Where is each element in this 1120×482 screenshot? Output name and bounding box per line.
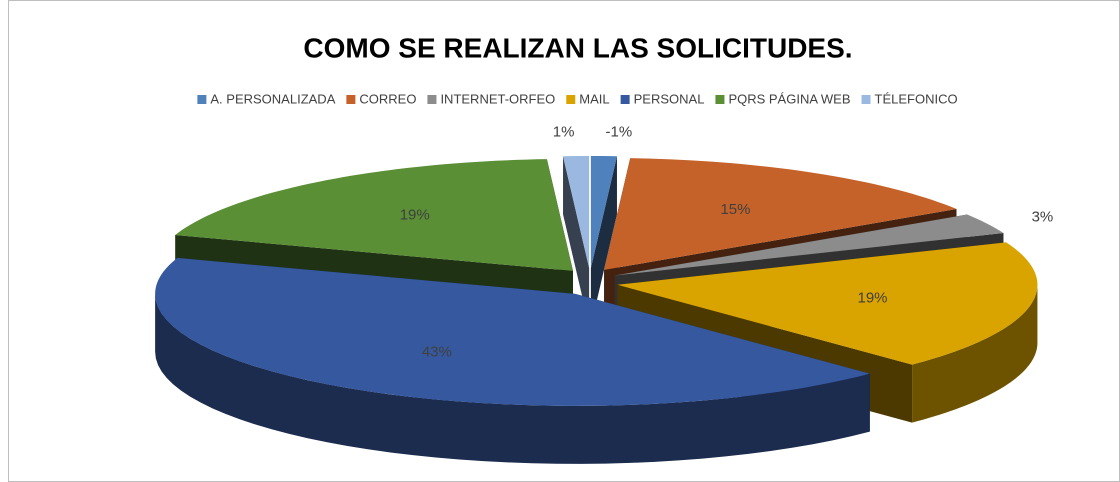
legend-swatch — [197, 95, 207, 104]
data-label: 15% — [720, 201, 750, 218]
data-label: 1% — [553, 124, 575, 141]
legend-label: TÉLEFONICO — [875, 91, 958, 106]
data-label: 43% — [422, 344, 452, 361]
slice-side — [155, 293, 870, 464]
slice-side — [912, 284, 1038, 423]
slice-wall — [563, 156, 590, 327]
slice — [590, 156, 617, 327]
slice — [155, 257, 870, 464]
legend-swatch — [715, 95, 725, 104]
slice-top — [604, 158, 957, 270]
legend-swatch — [346, 95, 356, 104]
slice-top — [155, 257, 870, 406]
data-label: 19% — [400, 207, 430, 224]
slice-top — [590, 156, 617, 269]
legend-swatch — [566, 95, 576, 104]
slice-top — [563, 156, 590, 269]
legend-label: A. PERSONALIZADA — [210, 91, 335, 106]
legend-swatch — [427, 95, 437, 104]
legend-swatch — [620, 95, 630, 104]
data-label: -1% — [606, 124, 633, 141]
legend-label: MAIL — [579, 91, 609, 106]
chart-title: COMO SE REALIZAN LAS SOLICITUDES. — [303, 32, 852, 63]
data-label: 19% — [858, 290, 888, 307]
legend-swatch — [861, 95, 871, 104]
legend-label: PQRS PÁGINA WEB — [728, 91, 850, 106]
slice-top — [614, 214, 1004, 276]
legend-label: INTERNET-ORFEO — [440, 91, 555, 106]
legend-label: CORREO — [359, 91, 416, 106]
legend: A. PERSONALIZADA CORREO INTERNET-ORFEO MAIL… — [197, 91, 958, 106]
slice-top — [175, 159, 573, 271]
slice-top — [617, 242, 1038, 365]
slice — [563, 156, 590, 327]
legend-label: PERSONAL — [634, 91, 705, 106]
data-label: 3% — [1032, 208, 1054, 225]
slice-wall — [590, 156, 617, 327]
